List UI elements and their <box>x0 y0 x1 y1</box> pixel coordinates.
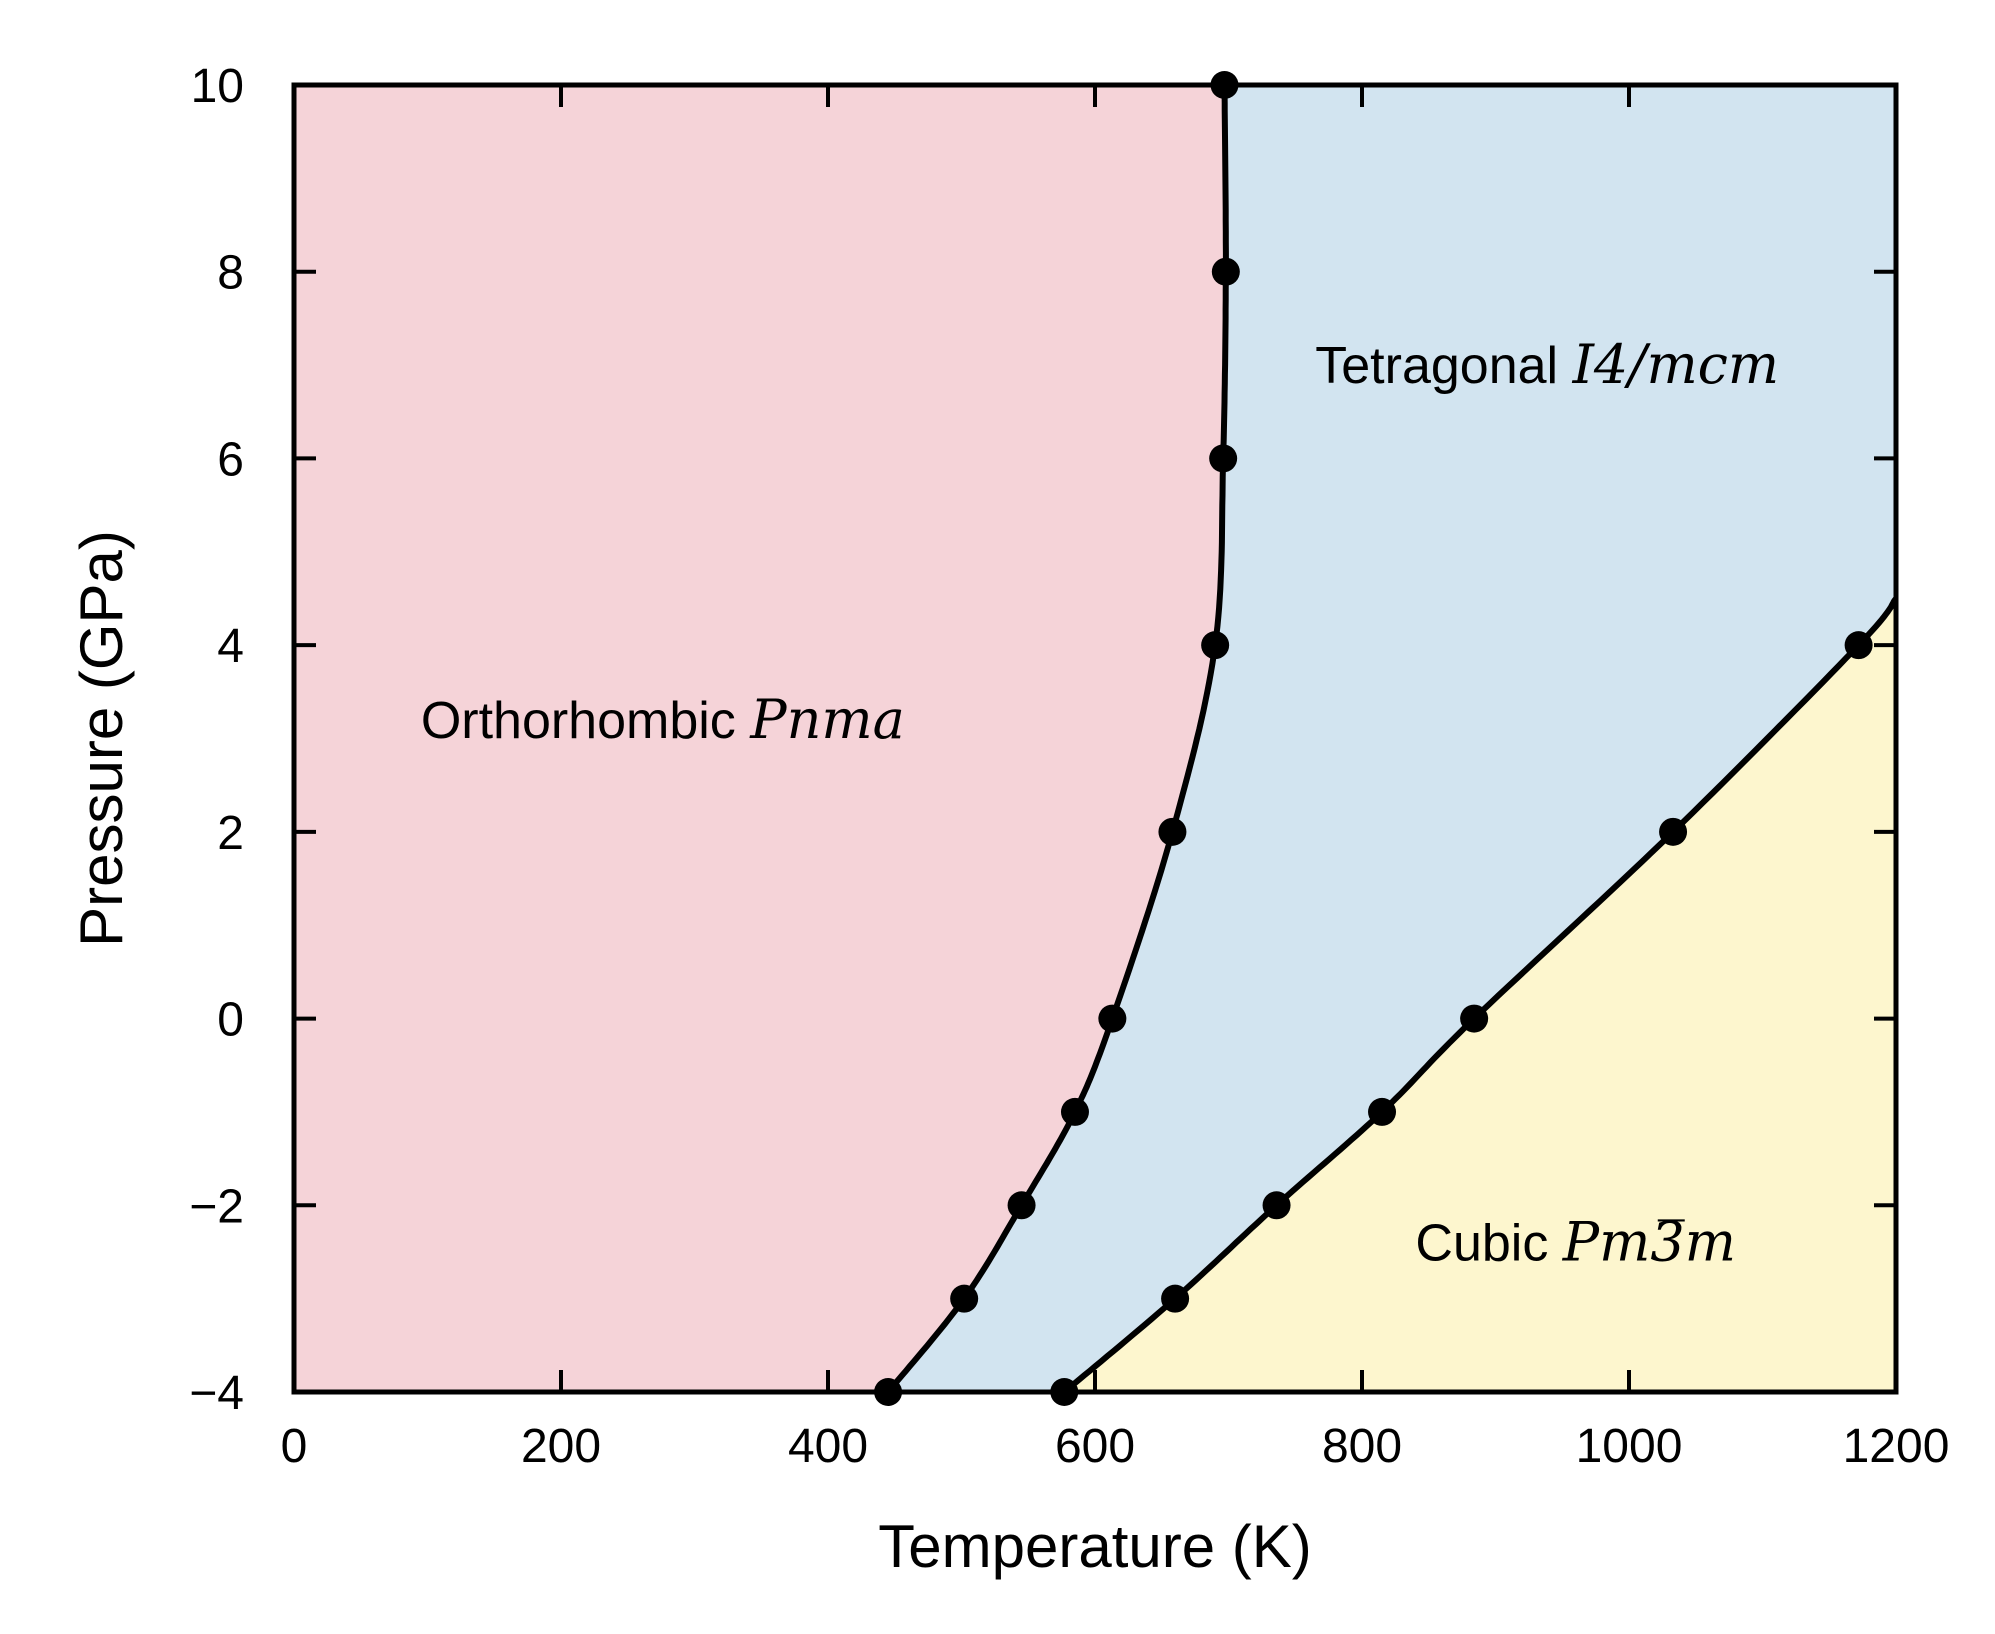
data-point-ortho_tetra <box>1158 817 1187 846</box>
y-tick-label: 8 <box>217 247 244 300</box>
y-tick-label: 4 <box>217 620 244 673</box>
region-labels: Orthorhombic Pnma Tetragonal I4/mcm Cubic … <box>421 333 1779 1274</box>
region-label-cubic: Cubic Pm3̅m <box>1415 1211 1736 1274</box>
y-tick-label: 2 <box>217 807 244 860</box>
region-label-orthorhombic: Orthorhombic Pnma <box>421 688 905 751</box>
axis-ticks <box>292 83 1898 1394</box>
y-tick-label: 10 <box>191 60 244 113</box>
data-point-ortho_tetra <box>1060 1097 1089 1126</box>
data-point-tetra_cubic <box>1659 817 1688 846</box>
data-point-ortho_tetra <box>1098 1004 1127 1033</box>
region-cubic <box>1064 598 1896 1392</box>
data-point-tetra_cubic <box>1844 631 1873 660</box>
x-tick-label: 800 <box>1322 1420 1402 1473</box>
region-name: Orthorhombic <box>421 692 750 750</box>
x-tick-label: 1000 <box>1576 1420 1683 1473</box>
phase-boundary-lines <box>885 85 1899 1395</box>
region-orthorhombic <box>294 85 1226 1392</box>
data-point-tetra_cubic <box>1262 1191 1291 1220</box>
data-point-ortho_tetra <box>1201 631 1230 660</box>
x-tick-label: 600 <box>1055 1420 1135 1473</box>
x-tick-label: 0 <box>281 1420 308 1473</box>
x-tick-label: 400 <box>788 1420 868 1473</box>
y-axis-label: Pressure (GPa) <box>68 530 135 947</box>
region-label-tetragonal: Tetragonal I4/mcm <box>1315 333 1779 396</box>
y-tick-label: 0 <box>217 994 244 1047</box>
data-point-tetra_cubic <box>1460 1004 1489 1033</box>
y-tick-label: −2 <box>189 1180 244 1233</box>
x-tick-label: 200 <box>521 1420 601 1473</box>
region-name: Cubic <box>1415 1215 1562 1273</box>
y-tick-label: −4 <box>189 1367 244 1420</box>
region-name: Tetragonal <box>1315 337 1572 395</box>
data-point-tetra_cubic <box>1161 1284 1190 1313</box>
phase-regions <box>294 85 1896 1392</box>
data-point-tetra_cubic <box>1368 1097 1397 1126</box>
x-tick-label: 1200 <box>1843 1420 1950 1473</box>
data-points <box>874 71 1873 1406</box>
x-tick-labels: 0 200 400 600 800 1000 1200 <box>281 1420 1950 1473</box>
data-point-ortho_tetra <box>1209 444 1238 473</box>
data-point-ortho_tetra <box>1007 1191 1036 1220</box>
x-axis-label: Temperature (K) <box>878 1513 1311 1580</box>
data-point-ortho_tetra <box>1211 257 1240 286</box>
line-tetra-cubic <box>1062 596 1899 1395</box>
y-tick-label: 6 <box>217 433 244 486</box>
line-ortho-tetra <box>885 85 1229 1394</box>
y-tick-labels: −4 −2 0 2 4 6 8 10 <box>189 60 244 1420</box>
region-space-group: I4/mcm <box>1572 333 1780 396</box>
region-space-group: Pm3̅m <box>1562 1211 1736 1274</box>
region-space-group: Pnma <box>749 688 905 751</box>
data-point-ortho_tetra <box>950 1284 979 1313</box>
